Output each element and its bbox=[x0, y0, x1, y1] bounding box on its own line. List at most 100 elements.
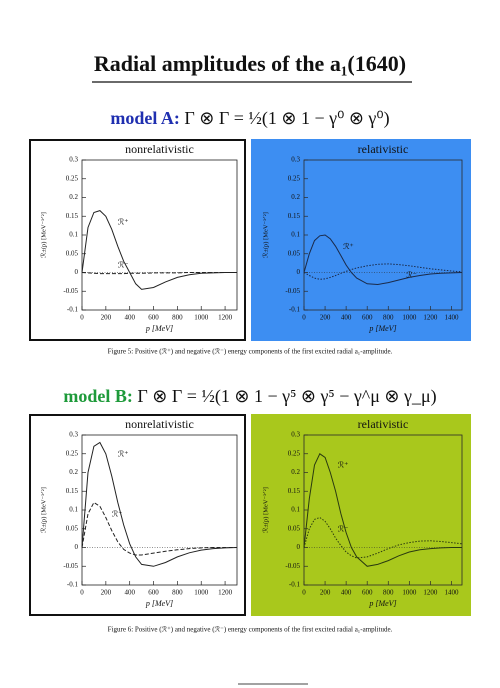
heading-formula: Γ ⊗ Γ = ½(1 ⊗ 1 − γ⁵ ⊗ γ⁵ − γ^μ ⊗ γ_μ) bbox=[137, 386, 436, 407]
x-tick-label: 800 bbox=[383, 314, 394, 322]
x-tick-label: 1200 bbox=[218, 589, 233, 597]
y-axis-label: ℛ±(p) [MeV⁻³ᐟ²] bbox=[39, 487, 47, 533]
y-tick-label: 0.05 bbox=[66, 524, 79, 532]
heading-formula: Γ ⊗ Γ = ½(1 ⊗ 1 − γ⁰ ⊗ γ⁰) bbox=[184, 108, 389, 129]
y-tick-label: -0.05 bbox=[285, 287, 300, 295]
x-tick-label: 600 bbox=[148, 589, 159, 597]
y-tick-label: 0.05 bbox=[288, 249, 301, 257]
series-label: ℛ⁺ bbox=[343, 242, 354, 251]
caption: Figure 5: Positive (ℛ⁺) and negative (ℛ⁻… bbox=[108, 348, 393, 356]
x-tick-label: 600 bbox=[148, 314, 159, 322]
y-tick-label: -0.05 bbox=[285, 562, 300, 570]
y-axis-label: ℛ±(p) [MeV⁻³ᐟ²] bbox=[261, 212, 269, 258]
y-tick-label: 0 bbox=[297, 268, 301, 276]
x-tick-label: 600 bbox=[362, 589, 373, 597]
x-tick-label: 600 bbox=[362, 314, 373, 322]
y-tick-label: 0.1 bbox=[291, 231, 300, 239]
x-tick-label: 0 bbox=[302, 314, 306, 322]
y-tick-label: -0.1 bbox=[67, 581, 79, 589]
heading-label: model A: bbox=[110, 108, 180, 128]
x-tick-label: 1000 bbox=[194, 314, 209, 322]
x-tick-label: 0 bbox=[302, 589, 306, 597]
y-tick-label: 0.15 bbox=[288, 487, 301, 495]
x-axis-label: p [MeV] bbox=[145, 599, 173, 608]
series-label: ℛ⁺ bbox=[118, 217, 129, 226]
data-line bbox=[81, 441, 238, 567]
chart-title: nonrelativistic bbox=[125, 417, 194, 431]
y-tick-label: -0.05 bbox=[63, 562, 78, 570]
chart-title: relativistic bbox=[358, 417, 409, 431]
series-label: ℛ⁻ bbox=[112, 509, 123, 518]
x-tick-label: 1000 bbox=[402, 314, 417, 322]
y-tick-label: -0.1 bbox=[289, 306, 301, 314]
panel bbox=[29, 139, 246, 341]
data-line bbox=[81, 210, 237, 290]
x-tick-label: 1000 bbox=[194, 589, 209, 597]
y-tick-label: 0.15 bbox=[66, 212, 79, 220]
series-label: ℛ⁻ bbox=[118, 260, 129, 269]
data-line bbox=[303, 234, 463, 286]
y-tick-label: 0.3 bbox=[291, 156, 300, 164]
y-tick-label: 0.1 bbox=[69, 231, 78, 239]
x-tick-label: 200 bbox=[101, 314, 112, 322]
y-tick-label: 0.25 bbox=[288, 174, 301, 182]
y-tick-label: 0.3 bbox=[69, 156, 78, 164]
y-tick-label: 0.25 bbox=[66, 174, 79, 182]
y-tick-label: 0.1 bbox=[69, 506, 78, 514]
x-tick-label: 400 bbox=[341, 589, 352, 597]
y-tick-label: 0.15 bbox=[66, 487, 79, 495]
y-tick-label: 0.2 bbox=[69, 468, 78, 476]
x-tick-label: 0 bbox=[80, 314, 84, 322]
x-axis-label: p [MeV] bbox=[368, 324, 396, 333]
x-tick-label: 1200 bbox=[218, 314, 233, 322]
x-tick-label: 800 bbox=[172, 589, 183, 597]
x-tick-label: 1000 bbox=[402, 589, 417, 597]
panel bbox=[29, 414, 246, 616]
y-tick-label: 0.2 bbox=[69, 193, 78, 201]
chart-title: nonrelativistic bbox=[125, 142, 194, 156]
x-tick-label: 800 bbox=[172, 314, 183, 322]
y-tick-label: 0.15 bbox=[288, 212, 301, 220]
y-axis-label: ℛ±(p) [MeV⁻³ᐟ²] bbox=[261, 487, 269, 533]
heading: model B: Γ ⊗ Γ = ½(1 ⊗ 1 − γ⁵ ⊗ γ⁵ − γ^μ… bbox=[63, 386, 436, 407]
x-tick-label: 400 bbox=[341, 314, 352, 322]
x-axis-label: p [MeV] bbox=[145, 324, 173, 333]
series-label: ℛ⁻ bbox=[338, 524, 349, 533]
y-tick-label: 0.05 bbox=[66, 249, 79, 257]
y-tick-label: 0.3 bbox=[291, 431, 300, 439]
y-tick-label: 0.1 bbox=[291, 506, 300, 514]
x-tick-label: 200 bbox=[101, 589, 112, 597]
caption: Figure 6: Positive (ℛ⁺) and negative (ℛ⁻… bbox=[108, 626, 393, 634]
data-line bbox=[303, 263, 463, 280]
x-tick-label: 200 bbox=[320, 589, 331, 597]
x-tick-label: 200 bbox=[320, 314, 331, 322]
panel bbox=[251, 139, 471, 341]
y-tick-label: 0.3 bbox=[69, 431, 78, 439]
chart-title: relativistic bbox=[358, 142, 409, 156]
y-axis-label: ℛ±(p) [MeV⁻³ᐟ²] bbox=[39, 212, 47, 258]
panel bbox=[251, 414, 471, 616]
y-tick-label: 0.25 bbox=[66, 449, 79, 457]
y-tick-label: 0 bbox=[75, 543, 79, 551]
heading-label: model B: bbox=[63, 386, 133, 406]
x-axis-label: p [MeV] bbox=[368, 599, 396, 608]
y-tick-label: -0.1 bbox=[289, 581, 301, 589]
series-label: ℛ⁺ bbox=[338, 461, 349, 470]
x-tick-label: 1400 bbox=[444, 314, 459, 322]
x-tick-label: 1200 bbox=[423, 314, 438, 322]
y-tick-label: -0.05 bbox=[63, 287, 78, 295]
data-line bbox=[81, 501, 237, 556]
page-title: Radial amplitudes of the a₁(1640) bbox=[94, 51, 406, 76]
y-tick-label: 0 bbox=[297, 543, 301, 551]
data-line bbox=[303, 453, 462, 567]
x-tick-label: 1400 bbox=[444, 589, 459, 597]
x-tick-label: 0 bbox=[80, 589, 84, 597]
y-tick-label: 0 bbox=[75, 268, 79, 276]
x-tick-label: 400 bbox=[124, 314, 135, 322]
x-tick-label: 800 bbox=[383, 589, 394, 597]
y-tick-label: -0.1 bbox=[67, 306, 79, 314]
x-tick-label: 1200 bbox=[423, 589, 438, 597]
x-tick-label: 400 bbox=[124, 589, 135, 597]
series-label: ℛ⁺ bbox=[118, 449, 129, 458]
